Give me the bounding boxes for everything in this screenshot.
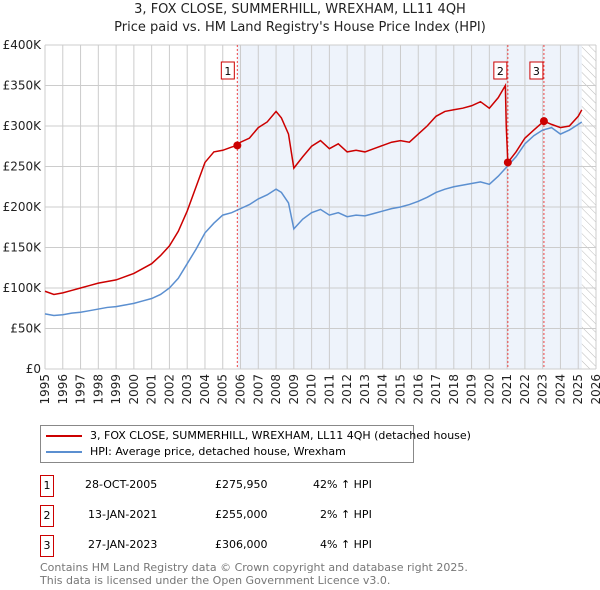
chart-subtitle: Price paid vs. HM Land Registry's House … [114,20,486,35]
sale-point [539,117,548,126]
x-tick-label: 2006 [234,374,248,405]
series-line [44,82,583,296]
footer-line: This data is licensed under the Open Gov… [40,574,391,587]
x-tick-label: 2026 [589,374,600,405]
y-tick-label: £200K [3,200,43,214]
x-tick-label: 1997 [74,374,88,405]
x-tick-label: 2024 [553,374,567,405]
footer-line: Contains HM Land Registry data © Crown c… [40,561,468,574]
x-tick-label: 1996 [56,374,70,405]
y-tick-label: £350K [3,79,43,93]
x-tick-label: 2012 [340,374,354,405]
legend-hpi: HPI: Average price, detached house, Wrex… [90,445,346,458]
legend: 3, FOX CLOSE, SUMMERHILL, WREXHAM, LL11 … [40,425,471,463]
x-tick-label: 2009 [287,374,301,405]
x-tick-label: 2010 [305,374,319,405]
x-tick-label: 2003 [180,374,194,405]
sale-date: 28-OCT-2005 [85,478,158,491]
x-tick-label: 2005 [216,374,230,405]
sale-label: 3 [533,65,540,78]
price-chart: 1995 1996 1997 1998 1999 2000 2001 2002 2003 2004… [3,38,600,405]
series-line [44,121,583,317]
x-tick-label: 2020 [482,374,496,405]
sale-label-box [220,61,235,80]
sale-date: 27-JAN-2023 [88,538,158,551]
x-tick-label: 1998 [91,374,105,405]
legend-property: 3, FOX CLOSE, SUMMERHILL, WREXHAM, LL11 … [90,429,471,442]
sale-hpi: 42% ↑ HPI [313,478,372,491]
sale-row: 3 27-JAN-2023 £306,000 4% ↑ HPI [40,535,440,557]
x-tick-label: 2001 [145,374,159,405]
x-tick-label: 2019 [465,374,479,405]
sale-marker: 3 [40,535,54,557]
sale-price: £275,950 [215,478,268,491]
legend-swatch-property [46,434,82,437]
sale-price: £306,000 [215,538,268,551]
chart-title: 3, FOX CLOSE, SUMMERHILL, WREXHAM, LL11 … [134,2,466,17]
x-tick-label: 2023 [536,374,550,405]
sale-row: 1 28-OCT-2005 £275,950 42% ↑ HPI [40,475,440,497]
y-tick-label: £300K [3,119,43,133]
x-tick-label: 1999 [109,374,123,405]
y-tick-label: £50K [10,322,42,336]
sale-hpi: 2% ↑ HPI [320,508,372,521]
y-tick-label: £0 [26,362,41,376]
x-tick-label: 2002 [162,374,176,405]
sale-label-box [493,61,508,80]
x-tick-label: 2000 [127,374,141,405]
x-tick-label: 2004 [198,374,212,405]
legend-swatch-hpi [46,450,82,453]
y-tick-label: £250K [3,160,43,174]
sale-marker: 1 [40,475,54,497]
sale-point [233,141,242,150]
x-tick-label: 2008 [269,374,283,405]
sale-row: 2 13-JAN-2021 £255,000 2% ↑ HPI [40,505,440,527]
sale-label: 1 [224,65,231,78]
x-tick-label: 2022 [518,374,532,405]
sale-price: £255,000 [215,508,268,521]
x-tick-label: 2015 [393,374,407,405]
x-tick-label: 2007 [251,374,265,405]
sale-date: 13-JAN-2021 [88,508,158,521]
sale-hpi: 4% ↑ HPI [320,538,372,551]
x-tick-label: 2016 [411,374,425,405]
x-tick-label: 1995 [38,374,52,405]
x-tick-label: 2018 [447,374,461,405]
y-tick-label: £150K [3,241,43,255]
sale-label: 2 [497,65,504,78]
y-tick-label: £100K [3,281,43,295]
sale-label-box [529,61,544,80]
x-tick-label: 2011 [322,374,336,405]
x-tick-label: 2025 [571,374,585,405]
sale-point [503,158,512,167]
x-tick-label: 2014 [376,374,390,405]
x-tick-label: 2017 [429,374,443,405]
x-tick-label: 2013 [358,374,372,405]
footer: Contains HM Land Registry data © Crown c… [40,561,468,587]
x-tick-label: 2021 [500,374,514,405]
y-tick-label: £400K [3,38,43,52]
sale-marker: 2 [40,505,54,527]
